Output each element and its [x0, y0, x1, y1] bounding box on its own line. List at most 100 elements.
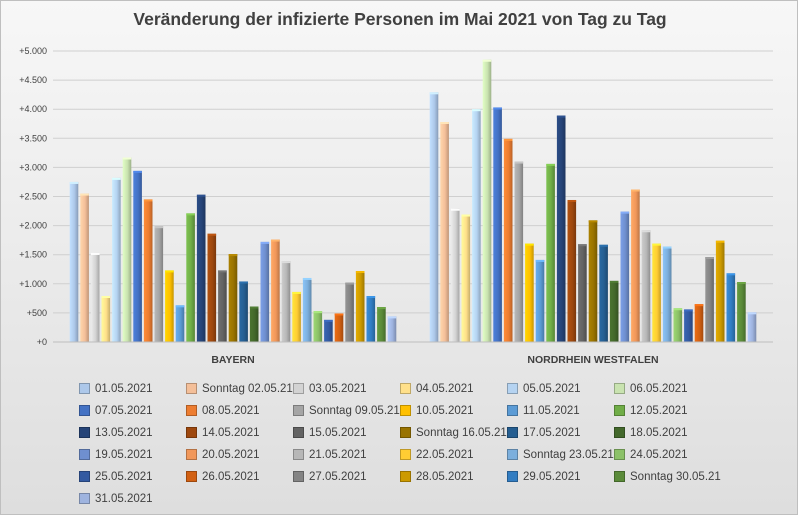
- bar-top: [461, 214, 471, 217]
- bar-top: [228, 254, 238, 257]
- legend-label: 10.05.2021: [416, 404, 474, 417]
- bar: [546, 163, 555, 342]
- legend-label: 25.05.2021: [95, 470, 153, 483]
- bar: [228, 254, 238, 342]
- legend-label: 11.05.2021: [523, 404, 580, 417]
- bar: [112, 177, 121, 342]
- legend-item: Sonntag 09.05.21: [293, 401, 400, 420]
- bar: [334, 313, 344, 342]
- legend-label: 04.05.2021: [416, 382, 474, 395]
- bar: [69, 181, 79, 342]
- bar-top: [631, 189, 640, 192]
- bar-top: [80, 193, 89, 196]
- legend-swatch: [614, 449, 625, 460]
- bar-top: [641, 230, 651, 233]
- legend-swatch: [186, 405, 197, 416]
- bar: [578, 244, 587, 342]
- bar: [133, 170, 142, 342]
- legend-label: 13.05.2021: [95, 426, 153, 439]
- legend-swatch: [400, 405, 411, 416]
- bar-top: [694, 304, 704, 307]
- bar-top: [546, 163, 555, 166]
- bar-top: [726, 273, 736, 276]
- bar-top: [69, 181, 79, 184]
- bar: [641, 230, 651, 342]
- legend-swatch: [79, 383, 90, 394]
- bar: [673, 308, 683, 342]
- y-tick-label: +4.500: [19, 75, 47, 85]
- bar: [662, 246, 672, 342]
- legend-swatch: [614, 427, 625, 438]
- y-tick-label: +3.000: [19, 162, 47, 172]
- bar-top: [133, 170, 142, 173]
- bar: [90, 252, 100, 342]
- category-label: NORDRHEIN WESTFALEN: [527, 354, 658, 366]
- bar-top: [493, 107, 502, 110]
- bar: [355, 270, 365, 342]
- bar-top: [324, 319, 333, 322]
- bar-top: [143, 199, 153, 202]
- legend-item: 24.05.2021: [614, 445, 721, 464]
- bar: [556, 115, 566, 343]
- bar: [143, 199, 153, 342]
- legend-label: Sonntag 16.05.21: [416, 426, 507, 439]
- y-tick-label: +2.500: [19, 192, 47, 202]
- legend-label: 26.05.2021: [202, 470, 260, 483]
- y-tick-label: +3.500: [19, 133, 47, 143]
- legend-label: 03.05.2021: [309, 382, 367, 395]
- legend-label: Sonntag 09.05.21: [309, 404, 400, 417]
- legend-item: 27.05.2021: [293, 467, 400, 486]
- legend-item: 01.05.2021: [79, 379, 186, 398]
- legend-item: 11.05.2021: [507, 401, 614, 420]
- bar-top: [684, 309, 693, 312]
- legend-item: 15.05.2021: [293, 423, 400, 442]
- bar: [694, 304, 704, 342]
- bar-top: [101, 296, 111, 299]
- legend-item: 13.05.2021: [79, 423, 186, 442]
- legend-swatch: [79, 471, 90, 482]
- plot-area: +0 +500 +1.000 +1.500 +2.000 +2.500 +3.000 +3.5…: [19, 46, 773, 366]
- legend-swatch: [293, 405, 304, 416]
- legend-item: 18.05.2021: [614, 423, 721, 442]
- bar-top: [112, 177, 121, 180]
- legend-label: 28.05.2021: [416, 470, 474, 483]
- bar-top: [662, 246, 672, 249]
- legend-item: 20.05.2021: [186, 445, 293, 464]
- bar: [345, 282, 354, 342]
- bar-top: [355, 270, 365, 273]
- legend-item: 04.05.2021: [400, 379, 507, 398]
- legend-swatch: [400, 383, 411, 394]
- bar-top: [440, 122, 449, 125]
- legend-label: 07.05.2021: [95, 404, 153, 417]
- bar: [122, 157, 132, 342]
- legend-label: Sonntag 02.05.21: [202, 382, 293, 395]
- legend-swatch: [400, 427, 411, 438]
- legend-swatch: [614, 383, 625, 394]
- bar: [514, 161, 524, 342]
- bar: [302, 277, 312, 342]
- bar: [186, 213, 195, 342]
- legend-swatch: [186, 449, 197, 460]
- bar-top: [196, 194, 206, 197]
- bar-top: [482, 59, 492, 62]
- bar: [377, 307, 386, 342]
- bar: [249, 306, 259, 342]
- bar-top: [207, 233, 217, 236]
- legend-item: 22.05.2021: [400, 445, 507, 464]
- legend-label: 06.05.2021: [630, 382, 688, 395]
- bar: [239, 281, 248, 342]
- legend-label: 29.05.2021: [523, 470, 581, 483]
- bar-top: [387, 316, 397, 319]
- bar-top: [747, 312, 757, 315]
- bar-top: [313, 311, 323, 314]
- bar-top: [525, 243, 534, 246]
- y-tick-label: +5.000: [19, 46, 47, 56]
- legend-item: 19.05.2021: [79, 445, 186, 464]
- bar: [366, 296, 376, 342]
- legend-label: 18.05.2021: [630, 426, 688, 439]
- bar: [207, 233, 217, 342]
- bar-top: [175, 305, 185, 308]
- bar: [260, 241, 270, 342]
- legend-item: Sonntag 02.05.21: [186, 379, 293, 398]
- bar-top: [271, 239, 280, 242]
